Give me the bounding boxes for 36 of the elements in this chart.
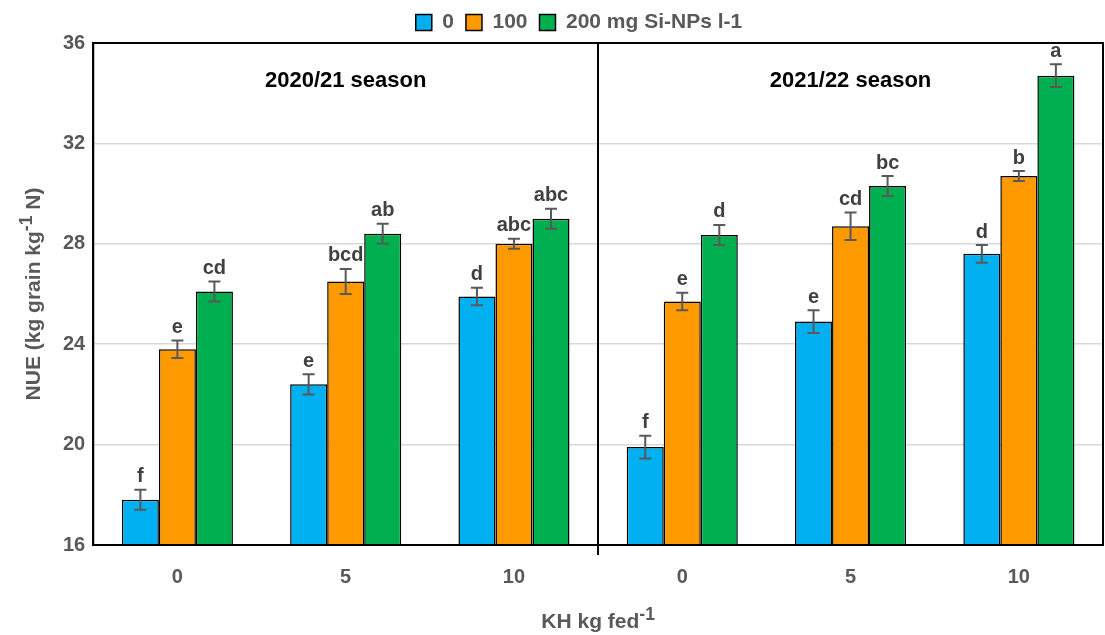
y-tick-label: 16: [63, 532, 86, 555]
data-label: abc: [533, 183, 569, 206]
x-tick-label: 10: [502, 564, 526, 587]
data-label: bcd: [327, 243, 364, 266]
data-label: ab: [371, 198, 395, 221]
x-tick-label: 0: [171, 564, 183, 587]
y-tick-label: 24: [63, 331, 87, 354]
y-tick-label: 32: [63, 130, 86, 153]
data-label: b: [1012, 145, 1025, 168]
data-label: d: [470, 262, 484, 285]
data-label: f: [137, 464, 145, 487]
data-label: abc: [496, 213, 532, 236]
y-tick-label: 20: [63, 432, 86, 455]
data-label: d: [713, 199, 726, 222]
y-tick-label: 28: [63, 231, 86, 254]
x-tick-label: 5: [845, 564, 857, 587]
data-label: e: [303, 348, 315, 371]
annotation: 2020/21 season: [264, 67, 427, 93]
x-tick-label: 0: [676, 564, 688, 587]
legend-label: 200 mg Si-NPs l-1: [565, 9, 743, 33]
data-label: e: [171, 314, 183, 337]
data-label: a: [1050, 38, 1063, 61]
data-label: f: [641, 410, 649, 433]
x-tick-label: 10: [1007, 564, 1030, 587]
x-axis-title: KH kg fed$^{-1}$: [541, 604, 655, 633]
data-label: cd: [838, 186, 863, 209]
data-label: cd: [202, 255, 227, 278]
y-tick-label: 36: [63, 30, 86, 53]
legend-label: 0: [442, 9, 454, 33]
x-tick-label: 5: [340, 564, 352, 587]
annotation: 2021/22 season: [769, 67, 932, 93]
data-label: e: [676, 267, 688, 290]
legend-label: 100: [492, 9, 528, 33]
data-label: e: [807, 284, 820, 307]
data-label: bc: [875, 150, 900, 173]
data-label: d: [975, 219, 988, 242]
